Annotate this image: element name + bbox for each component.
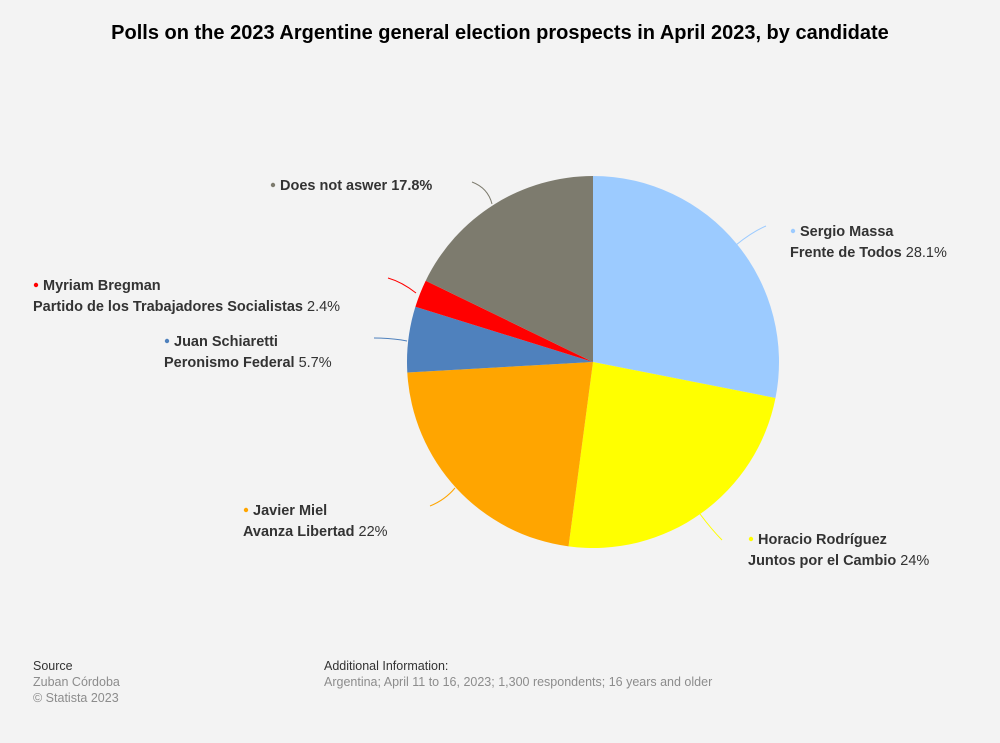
slice-name-label: Myriam Bregman	[43, 278, 161, 294]
slice-name-label: Javier Miel	[253, 503, 327, 519]
label-connector	[387, 277, 417, 294]
legend-bullet	[748, 536, 754, 542]
pie-slice-sergio-massa	[593, 176, 779, 399]
pie-slice-javier-miel	[407, 362, 593, 547]
additional-info-heading: Additional Information:	[324, 659, 449, 673]
legend-bullet	[270, 182, 276, 188]
legend-bullet	[243, 507, 249, 513]
slice-label-juan-schiaretti: Juan Schiaretti Peronismo Federal 5.7%	[164, 334, 332, 371]
slice-label-does-not-aswer: Does not aswer 17.8%	[270, 178, 432, 194]
pie-slice-horacio-rodr-guez	[568, 362, 776, 548]
label-connector	[373, 337, 408, 342]
slice-party-label: Peronismo Federal 5.7%	[164, 355, 332, 371]
slice-party-label: Partido de los Trabajadores Socialistas …	[33, 299, 340, 315]
slice-name-label: Juan Schiaretti	[174, 334, 278, 350]
label-connector	[699, 513, 723, 541]
slice-label-sergio-massa: Sergio Massa Frente de Todos 28.1%	[790, 224, 947, 261]
pie-slice-myriam-bregman	[415, 280, 593, 362]
pie-chart: Sergio Massa Frente de Todos 28.1% Horacio…	[33, 176, 947, 569]
chart-title: Polls on the 2023 Argentine general elec…	[111, 22, 889, 44]
label-connector	[735, 225, 767, 246]
source-heading: Source	[33, 659, 73, 673]
copyright: © Statista 2023	[33, 691, 119, 705]
slice-name-label: Does not aswer 17.8%	[280, 178, 432, 194]
slice-name-label: Sergio Massa	[800, 224, 894, 240]
legend-bullet	[164, 338, 170, 344]
label-connector	[429, 487, 456, 507]
legend-bullet	[33, 282, 39, 288]
slice-party-label: Juntos por el Cambio 24%	[748, 553, 929, 569]
legend-bullet	[790, 228, 796, 234]
slice-party-label: Frente de Todos 28.1%	[790, 245, 947, 261]
source-block: Source Zuban Córdoba © Statista 2023	[33, 658, 120, 706]
pie-slice-does-not-aswer	[425, 176, 593, 362]
slice-name-label: Horacio Rodríguez	[758, 532, 887, 548]
source-name: Zuban Córdoba	[33, 675, 120, 689]
slice-label-javier-miel: Javier Miel Avanza Libertad 22%	[243, 503, 388, 540]
additional-info-text: Argentina; April 11 to 16, 2023; 1,300 r…	[324, 675, 713, 689]
slice-label-horacio-rodr-guez: Horacio Rodríguez Juntos por el Cambio 24…	[748, 532, 929, 569]
slice-party-label: Avanza Libertad 22%	[243, 524, 388, 540]
slice-label-myriam-bregman: Myriam Bregman Partido de los Trabajadore…	[33, 278, 340, 315]
additional-info-block: Additional Information: Argentina; April…	[324, 658, 712, 690]
pie-slice-juan-schiaretti	[406, 306, 593, 373]
label-connector	[471, 181, 493, 205]
